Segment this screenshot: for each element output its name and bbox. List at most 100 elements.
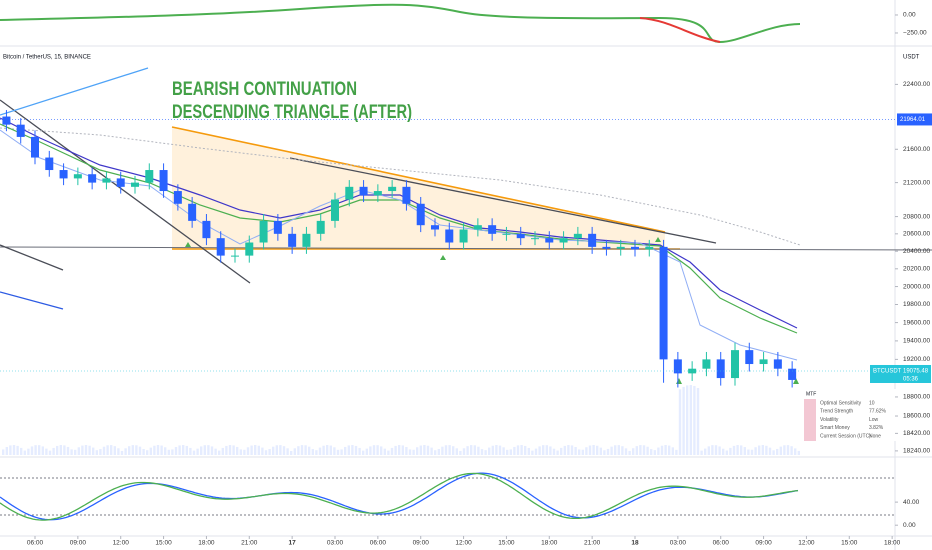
volume-bar (254, 445, 257, 455)
volume-bar (153, 445, 156, 455)
candle-body (559, 238, 568, 243)
volume-bar (135, 445, 138, 455)
price-marker-label: 19075.48 (903, 369, 929, 375)
volume-bar (444, 445, 448, 455)
volume-bar (718, 446, 721, 455)
info-value: 3.82% (869, 425, 884, 431)
annotation: BEARISH CONTINUATION (172, 79, 357, 100)
candle-body (688, 368, 697, 374)
volume-bar (308, 446, 311, 455)
candle-body (73, 174, 82, 179)
volume-bar (376, 445, 379, 455)
candle-body (2, 116, 11, 125)
volume-bar (660, 445, 664, 455)
volume-bar (200, 446, 203, 455)
volume-bar (740, 445, 743, 455)
volume-bar (164, 447, 167, 455)
volume-bar (635, 446, 638, 455)
indicator-line (639, 17, 721, 43)
volume-bar (189, 447, 192, 455)
volume-bar (750, 449, 754, 455)
candle-body (588, 233, 597, 247)
volume-bar (192, 450, 196, 455)
volume-bar (286, 448, 289, 455)
candle-body (459, 229, 468, 243)
info-panel: MTF Optimal Sensitivity 10 Trend Strength 7… (804, 389, 896, 441)
volume-bar (711, 445, 714, 455)
volume-bar (124, 448, 127, 455)
volume-bar (689, 385, 692, 455)
volume-bar (239, 449, 242, 455)
volume-bar (149, 447, 152, 455)
volume-bar (185, 445, 188, 455)
candle-body (388, 186, 397, 192)
candle-body (431, 225, 439, 230)
volume-bar (30, 446, 34, 455)
volume-bar (448, 445, 451, 455)
volume-bar (38, 445, 41, 455)
x-tick-label: 09:00 (755, 540, 772, 547)
volume-bar (538, 446, 541, 455)
volume-bar (315, 450, 318, 455)
volume-bar (686, 385, 689, 455)
volume-bar (9, 445, 12, 455)
volume-bar (110, 445, 113, 455)
info-header: MTF (806, 391, 816, 397)
top-indicator (0, 3, 801, 44)
volume-bar (725, 450, 728, 455)
volume-bar (383, 448, 386, 455)
y-tick-label: 19200.00 (903, 356, 930, 363)
info-bg (804, 389, 896, 441)
volume-bar (693, 385, 696, 455)
volume-bar (5, 447, 8, 455)
y-tick-label: 18420.00 (903, 430, 930, 437)
volume-bar (747, 449, 750, 455)
y-tick-label: 19600.00 (903, 319, 930, 326)
candle-body (145, 170, 154, 183)
volume-bar (542, 445, 545, 455)
volume-bar (408, 449, 412, 455)
volume-bar (34, 445, 37, 455)
x-tick-label: 15:00 (155, 540, 172, 547)
volume-bar (203, 445, 206, 455)
info-label: Optimal Sensitivity (820, 400, 862, 406)
info-label: Current Session (UTC) (820, 434, 871, 440)
price-marker-countdown: 05:36 (903, 377, 919, 383)
volume-bar (524, 445, 527, 455)
candle-body (59, 170, 68, 179)
volume-bar (322, 445, 325, 455)
volume-bar (297, 446, 300, 455)
volume-bar (531, 450, 534, 455)
volume-bar (358, 447, 361, 455)
volume-bar (657, 447, 660, 455)
volume-bar (614, 445, 617, 455)
candle-body (88, 174, 97, 183)
volume-bar (218, 450, 221, 455)
candle-body (316, 220, 325, 234)
info-value: Low (869, 417, 879, 423)
volume-bar (488, 447, 491, 455)
volume-bar (66, 446, 70, 455)
volume-bar (578, 449, 581, 455)
volume-bar (106, 445, 109, 455)
trend-line (0, 67, 149, 116)
volume-bar (779, 446, 782, 455)
volume-bar (20, 447, 23, 455)
x-tick-label: 21:00 (584, 540, 601, 547)
volume-bar (210, 446, 214, 455)
price-marker (870, 364, 931, 383)
x-tick-label: 06:00 (713, 540, 730, 547)
volume-bar (333, 447, 336, 455)
volume-bar (387, 450, 390, 455)
y-tick-label: 0.00 (903, 12, 916, 19)
volume-bar (516, 445, 520, 455)
volume-bar (563, 445, 566, 455)
volume-bar (257, 445, 260, 455)
candle-body (359, 186, 368, 196)
candle-body (673, 359, 682, 374)
volume-bar (556, 450, 559, 455)
volume-bar (423, 445, 426, 455)
volume-bar (560, 447, 563, 455)
candle-body (659, 246, 668, 360)
